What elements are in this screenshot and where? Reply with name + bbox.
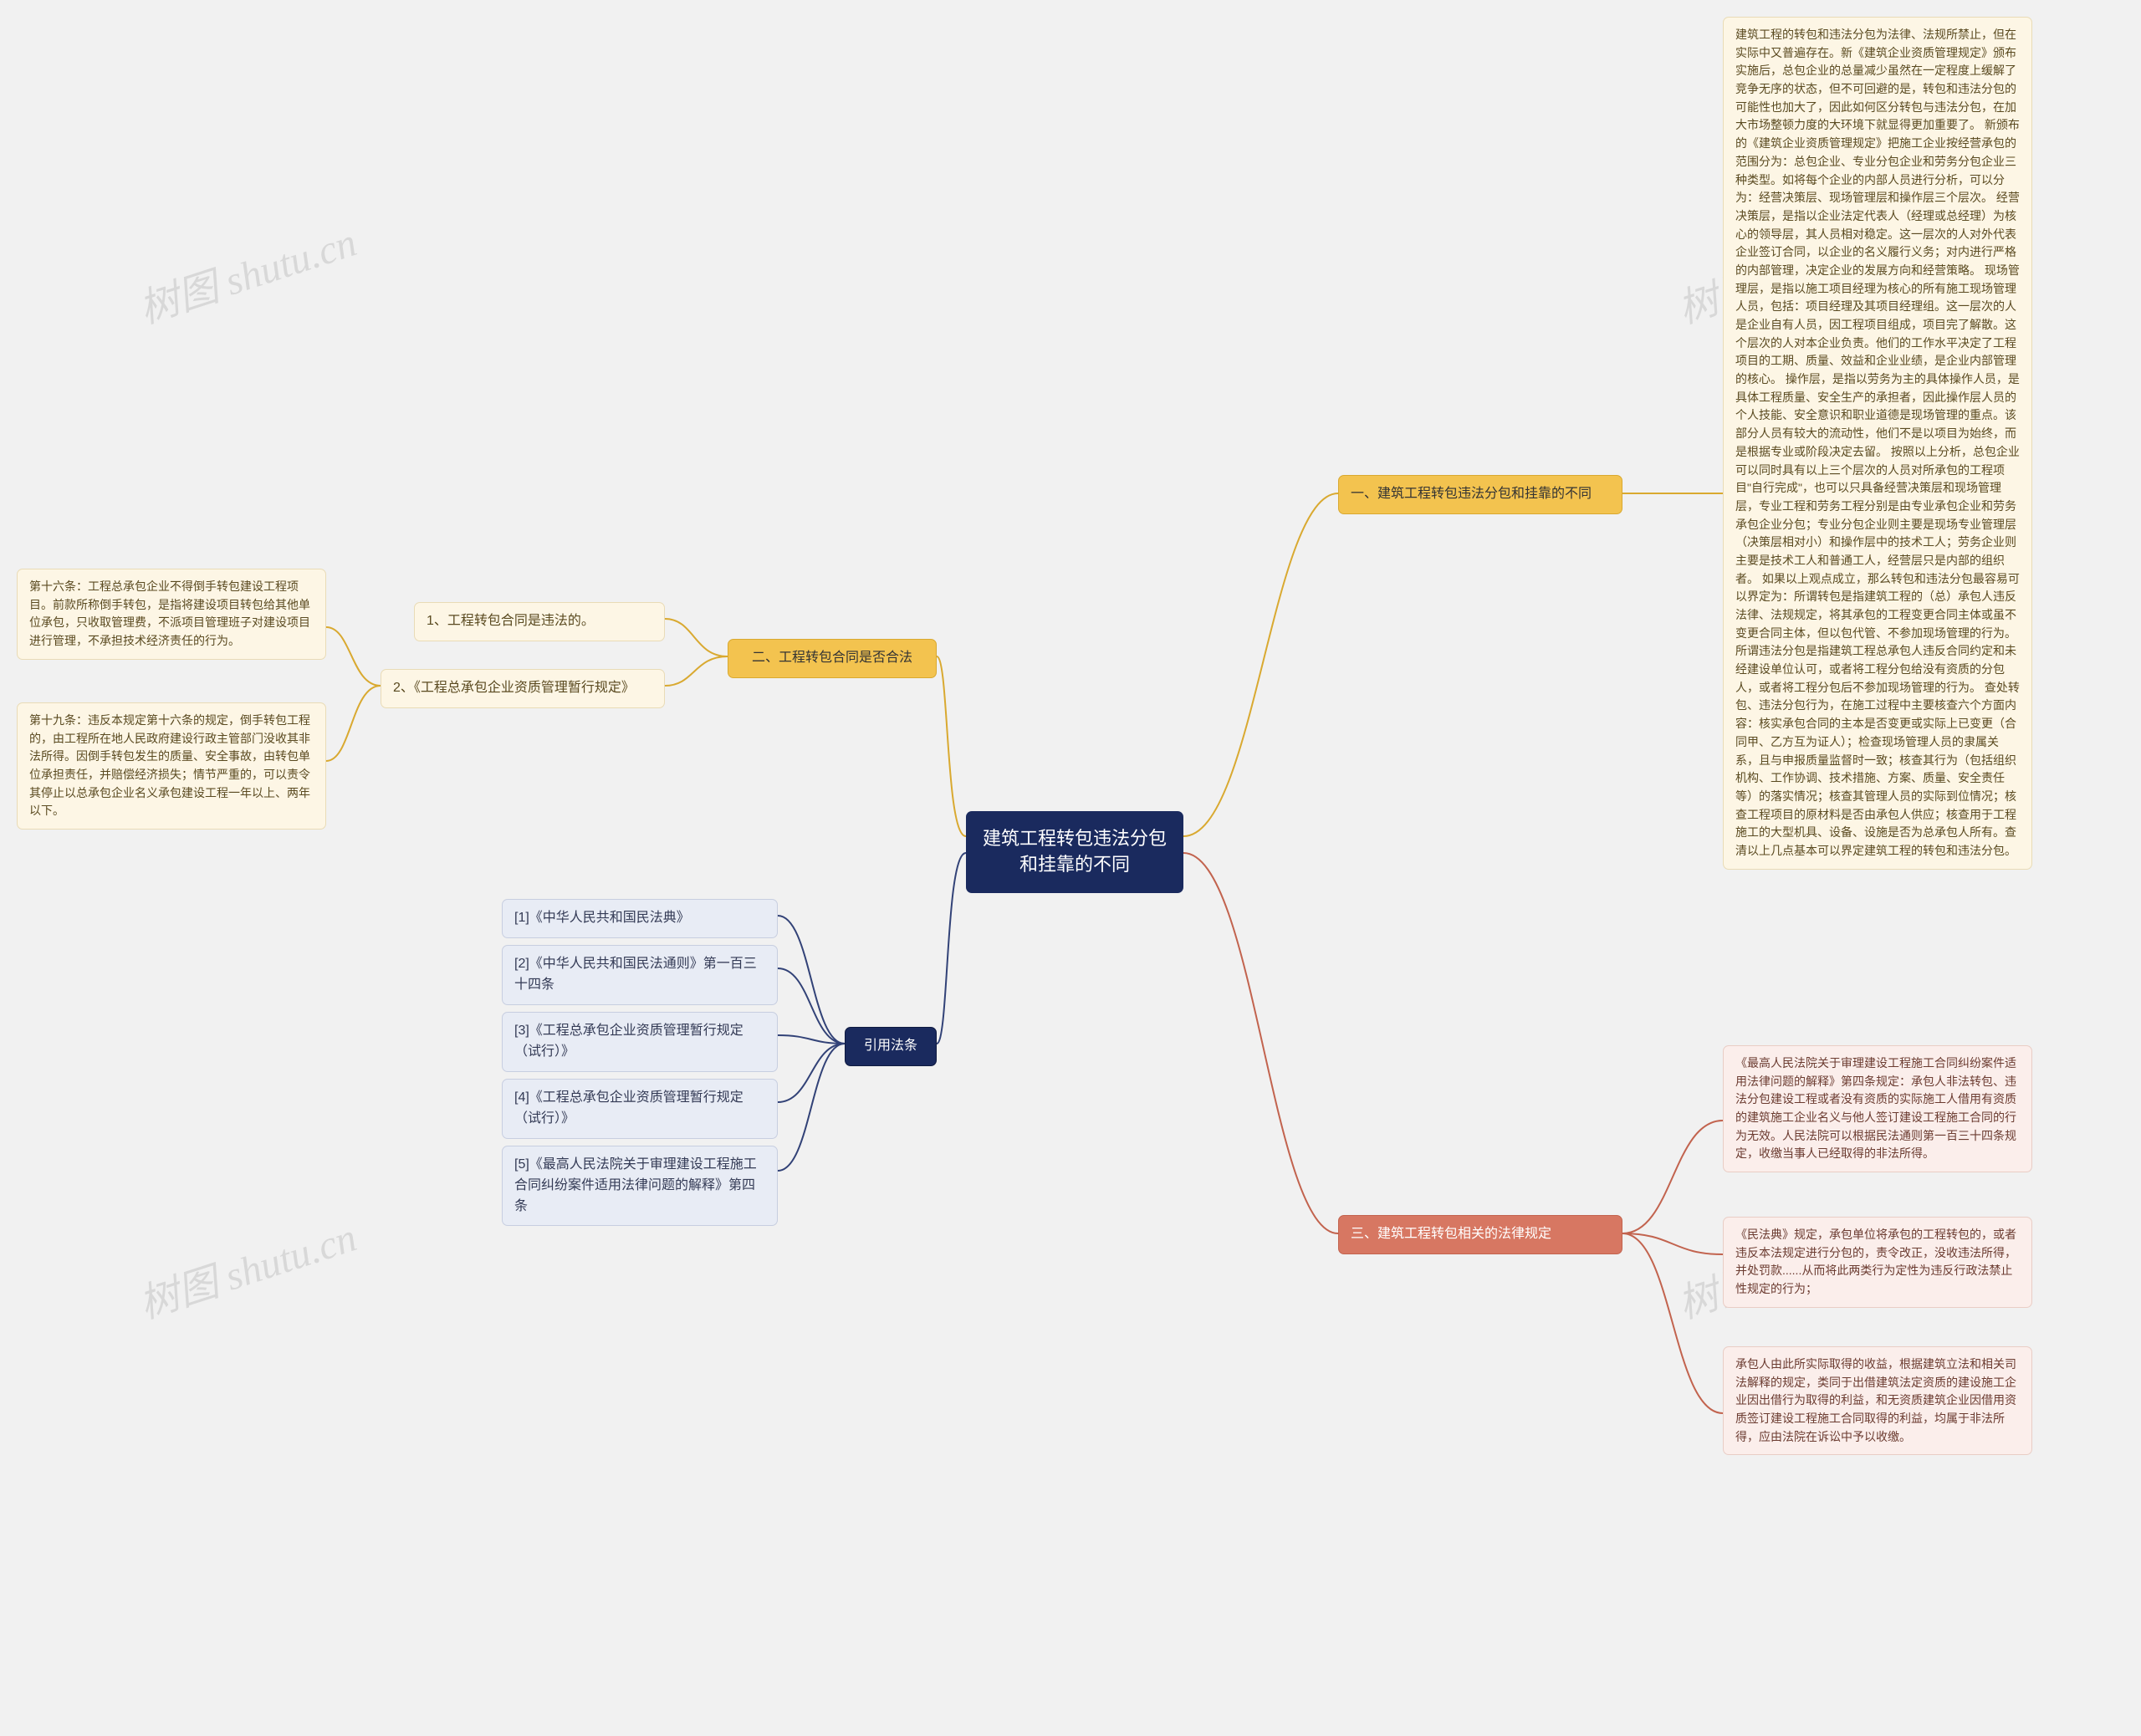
branch-3[interactable]: 三、建筑工程转包相关的法律规定 (1338, 1215, 1622, 1254)
branch-ref[interactable]: 引用法条 (845, 1027, 937, 1066)
ref-item-5[interactable]: [5]《最高人民法院关于审理建设工程施工合同纠纷案件适用法律问题的解释》第四条 (502, 1146, 778, 1226)
ref-item-3[interactable]: [3]《工程总承包企业资质管理暂行规定（试行）》 (502, 1012, 778, 1072)
branch-2-child-2[interactable]: 2、《工程总承包企业资质管理暂行规定》 (381, 669, 665, 708)
ref-item-4[interactable]: [4]《工程总承包企业资质管理暂行规定（试行）》 (502, 1079, 778, 1139)
root-node[interactable]: 建筑工程转包违法分包和挂靠的不同 (966, 811, 1183, 893)
branch-2-grandleaf-1: 第十六条：工程总承包企业不得倒手转包建设工程项目。前款所称倒手转包，是指将建设项… (17, 569, 326, 660)
branch-1[interactable]: 一、建筑工程转包违法分包和挂靠的不同 (1338, 475, 1622, 514)
ref-item-2[interactable]: [2]《中华人民共和国民法通则》第一百三十四条 (502, 945, 778, 1005)
ref-item-1[interactable]: [1]《中华人民共和国民法典》 (502, 899, 778, 938)
watermark: 树图 shutu.cn (130, 209, 363, 334)
branch-3-leaf-1: 《最高人民法院关于审理建设工程施工合同纠纷案件适用法律问题的解释》第四条规定：承… (1723, 1045, 2032, 1172)
branch-2[interactable]: 二、工程转包合同是否合法 (728, 639, 937, 678)
branch-2-grandleaf-2: 第十九条：违反本规定第十六条的规定，倒手转包工程的，由工程所在地人民政府建设行政… (17, 702, 326, 830)
branch-2-child-1[interactable]: 1、工程转包合同是违法的。 (414, 602, 665, 641)
branch-3-leaf-2: 《民法典》规定，承包单位将承包的工程转包的，或者违反本法规定进行分包的，责令改正… (1723, 1217, 2032, 1308)
branch-1-leaf: 建筑工程的转包和违法分包为法律、法规所禁止，但在实际中又普遍存在。新《建筑企业资… (1723, 17, 2032, 870)
watermark: 树图 shutu.cn (130, 1204, 363, 1330)
branch-3-leaf-3: 承包人由此所实际取得的收益，根据建筑立法和相关司法解释的规定，类同于出借建筑法定… (1723, 1346, 2032, 1455)
